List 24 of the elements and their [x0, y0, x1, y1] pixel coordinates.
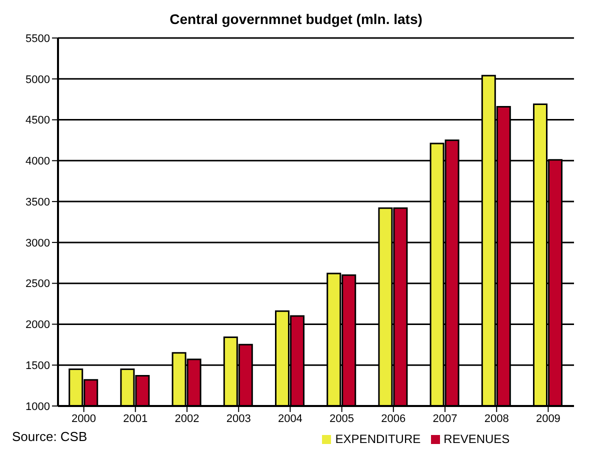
x-tick-label: 2005: [330, 412, 354, 425]
source-note: Source: CSB: [12, 429, 88, 444]
y-tick-label: 2500: [26, 278, 50, 290]
x-tick-label: 2007: [432, 412, 458, 425]
y-tick-label: 1000: [26, 400, 50, 413]
y-tick-label: 3000: [26, 237, 50, 250]
x-tick-label: 2001: [123, 412, 148, 425]
chart-title: Central governmnet budget (mln. lats): [168, 10, 424, 29]
y-tick-label: 5500: [26, 32, 50, 45]
x-tick-label: 2003: [226, 412, 251, 425]
y-tick-label: 3500: [26, 196, 50, 208]
y-tick-label: 2000: [26, 319, 50, 332]
x-tick-label: 2009: [536, 412, 560, 425]
y-tick-label: 1500: [26, 360, 50, 372]
y-tick-label: 4500: [26, 114, 50, 127]
x-tick-label: 2000: [72, 412, 96, 425]
x-tick-label: 2006: [381, 412, 406, 425]
y-tick-label: 5000: [26, 74, 50, 86]
x-tick-label: 2002: [174, 412, 200, 425]
legend-label: REVENUES: [444, 432, 510, 446]
x-tick-label: 2004: [278, 412, 302, 425]
y-tick-label: 4000: [26, 156, 50, 168]
legend-label: EXPENDITURE: [335, 432, 421, 446]
x-tick-label: 2008: [484, 412, 509, 425]
